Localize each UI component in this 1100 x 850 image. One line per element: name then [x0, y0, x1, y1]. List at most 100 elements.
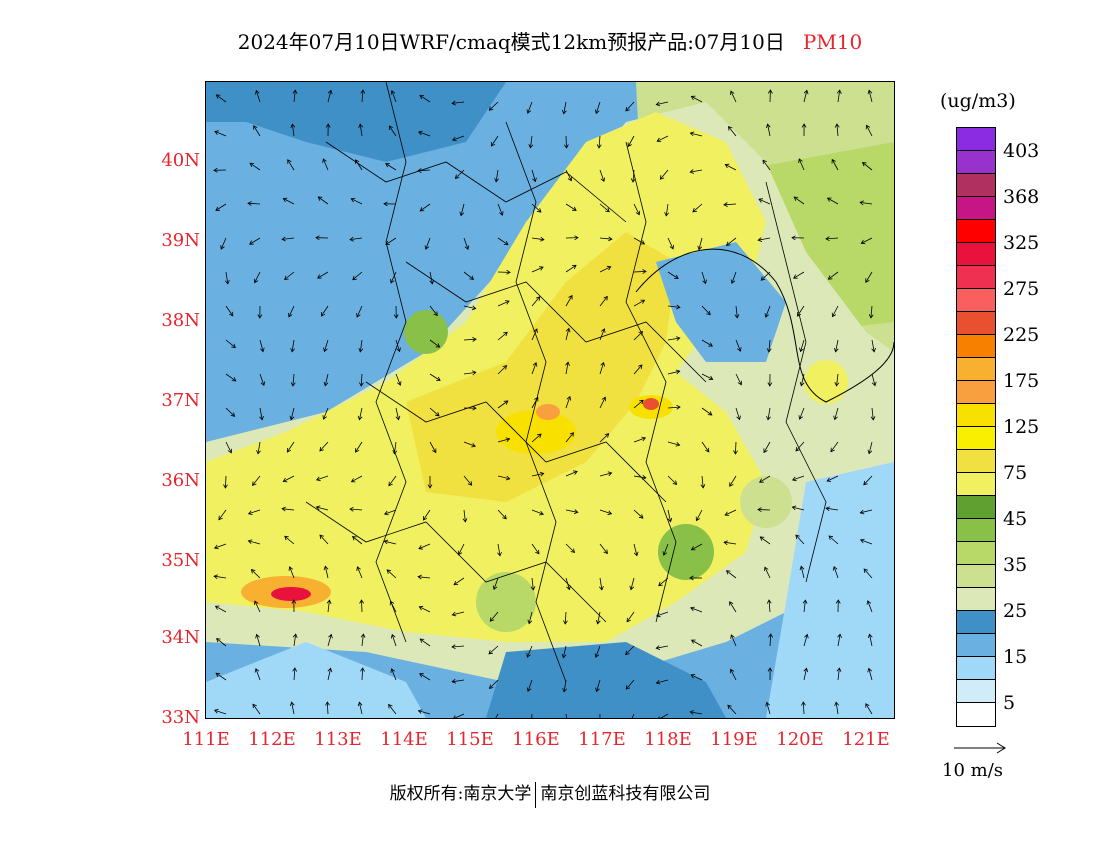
- wind-arrow: [735, 339, 741, 352]
- wind-arrow: [531, 473, 544, 477]
- wind-arrow-head: [390, 633, 396, 639]
- wind-arrow: [665, 203, 669, 216]
- wind-reference-label: 10 m/s: [942, 760, 1003, 781]
- wind-arrow: [867, 600, 873, 613]
- wind-arrow-head: [454, 174, 460, 179]
- lat-label-40n: 40N: [161, 150, 200, 171]
- wind-arrow-head: [535, 296, 541, 301]
- wind-arrow-head: [708, 342, 713, 347]
- wind-arrow: [565, 295, 573, 307]
- wind-arrow-head: [503, 240, 509, 246]
- wind-arrow: [599, 169, 605, 182]
- wind-arrow: [531, 362, 537, 375]
- wind-arrow-head: [859, 509, 865, 515]
- colorbar-cell: [957, 266, 995, 289]
- wind-arrow-head: [563, 620, 568, 625]
- wind-arrow-head: [213, 574, 218, 580]
- wind-arrow: [463, 509, 466, 522]
- wind-arrow-head: [630, 178, 636, 183]
- wind-arrow: [531, 397, 539, 409]
- wind-arrow-head: [390, 89, 396, 95]
- wind-arrow-head: [570, 548, 576, 553]
- wind-arrow: [565, 509, 578, 513]
- wind-arrow-head: [692, 207, 697, 213]
- wind-arrow-head: [561, 109, 567, 115]
- wind-arrow-head: [385, 240, 390, 246]
- lon-label-112e: 112E: [248, 729, 296, 750]
- wind-arrow-head: [689, 169, 695, 174]
- wind-arrow-head: [802, 599, 808, 604]
- wind-arrow-head: [728, 125, 733, 131]
- wind-arrow: [725, 164, 737, 171]
- wind-arrow: [390, 601, 397, 613]
- wind-arrow-head: [667, 517, 673, 523]
- lon-label-120e: 120E: [776, 729, 824, 750]
- wind-arrow: [656, 611, 669, 617]
- wind-arrow-head: [638, 514, 644, 519]
- wind-arrow-head: [351, 536, 357, 541]
- wind-arrow-head: [763, 448, 768, 454]
- wind-arrow-head: [213, 708, 219, 714]
- wind-arrow: [726, 570, 737, 579]
- wind-arrow: [527, 101, 533, 114]
- wind-arrow-head: [356, 566, 361, 571]
- wind-arrow: [216, 94, 227, 103]
- wind-arrow: [758, 237, 771, 241]
- colorbar-cell: [957, 381, 995, 404]
- wind-arrow-head: [395, 415, 401, 421]
- wind-arrow-head: [865, 124, 871, 130]
- wind-arrow: [289, 566, 295, 579]
- wind-arrow-head: [674, 274, 679, 279]
- wind-arrow: [869, 634, 873, 647]
- wind-arrow-head: [635, 210, 641, 216]
- wind-arrow: [214, 709, 227, 715]
- wind-arrow-head: [705, 447, 710, 453]
- wind-arrow-head: [565, 327, 571, 333]
- lon-label-117e: 117E: [578, 729, 626, 750]
- legend-label-5: 5: [1003, 692, 1016, 714]
- wind-arrow-head: [757, 237, 763, 242]
- legend-label-125: 125: [1003, 416, 1040, 438]
- copyright-footer: 版权所有:南京大学 南京创蓝科技有限公司: [0, 779, 1100, 808]
- wind-arrow-head: [527, 619, 533, 625]
- wind-arrow: [531, 169, 536, 182]
- wind-arrow-head: [836, 667, 842, 672]
- wind-arrow: [429, 441, 437, 453]
- wind-arrow-head: [600, 177, 606, 183]
- wind-arrow-head: [417, 168, 422, 174]
- wind-arrow: [395, 373, 401, 386]
- wind-arrow: [701, 441, 710, 453]
- chart-title: 2024年07月10日WRF/cmaq模式12km预报产品:07月10日 PM10: [0, 26, 1100, 55]
- wind-arrow-head: [690, 674, 696, 679]
- wind-arrow-head: [502, 514, 507, 520]
- title-main: 2024年07月10日WRF/cmaq模式12km预报产品:07月10日: [237, 30, 785, 54]
- wind-arrow: [701, 339, 713, 347]
- lat-label-34n: 34N: [161, 627, 200, 648]
- wind-arrow: [696, 509, 703, 521]
- wind-arrow: [384, 509, 397, 515]
- wind-arrow-head: [867, 633, 873, 639]
- wind-arrow: [764, 567, 771, 579]
- wind-arrow: [633, 271, 647, 273]
- wind-arrow-head: [833, 415, 838, 421]
- wind-arrow-head: [451, 678, 456, 684]
- wind-arrow: [288, 305, 295, 318]
- wind-arrow-head: [662, 551, 668, 556]
- wind-arrow: [352, 536, 363, 545]
- wind-arrow-head: [288, 312, 293, 318]
- wind-arrow: [528, 611, 533, 624]
- wind-arrow: [384, 540, 397, 545]
- wind-arrow: [667, 337, 680, 341]
- wind-arrow-head: [284, 275, 289, 280]
- wind-arrow-head: [505, 475, 511, 481]
- wind-arrow-head: [833, 347, 839, 353]
- colorbar-cell: [957, 335, 995, 358]
- wind-arrow-head: [676, 404, 681, 410]
- wind-arrow-head: [568, 294, 573, 300]
- wind-arrow: [633, 437, 646, 443]
- wind-arrow-head: [765, 123, 771, 129]
- wind-arrow: [597, 611, 601, 624]
- wind-arrow: [565, 264, 577, 273]
- wind-arrow: [418, 543, 431, 550]
- wind-arrow: [489, 101, 499, 111]
